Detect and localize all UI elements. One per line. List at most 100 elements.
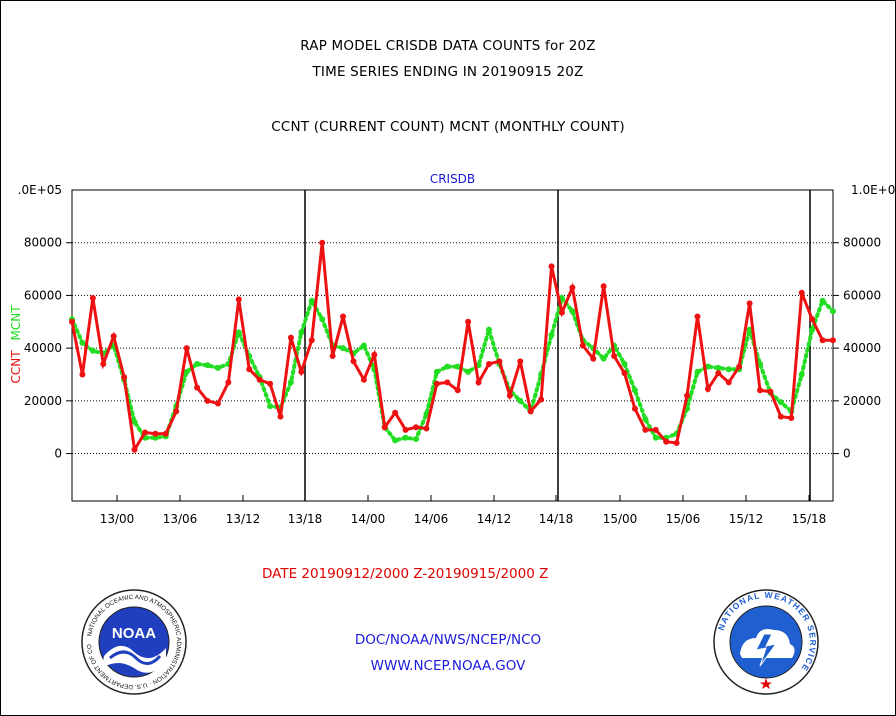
y-tick-label-right: 20000 bbox=[843, 394, 881, 408]
data-point-ccnt bbox=[746, 300, 753, 307]
x-tick-label: 14/12 bbox=[477, 512, 512, 526]
date-range-label: DATE 20190912/2000 Z-20190915/2000 Z bbox=[262, 566, 549, 582]
data-point-mcnt bbox=[433, 368, 440, 375]
data-point-ccnt bbox=[371, 351, 378, 358]
data-point-ccnt bbox=[141, 429, 148, 436]
x-tick-label: 13/12 bbox=[226, 512, 261, 526]
data-point-ccnt bbox=[100, 360, 107, 367]
data-point-mcnt bbox=[621, 360, 628, 367]
data-point-mcnt bbox=[444, 363, 451, 370]
data-point-mcnt bbox=[131, 418, 138, 425]
x-tick-label: 13/06 bbox=[163, 512, 198, 526]
noaa-logo-text: NOAA bbox=[112, 625, 156, 642]
y-tick-label-right: 40000 bbox=[843, 341, 881, 355]
data-point-ccnt bbox=[433, 380, 440, 387]
x-tick-label: 15/06 bbox=[666, 512, 701, 526]
data-point-mcnt bbox=[287, 379, 294, 386]
x-tick-label: 13/18 bbox=[288, 512, 323, 526]
data-point-ccnt bbox=[89, 295, 96, 302]
data-point-ccnt bbox=[423, 425, 430, 432]
data-point-ccnt bbox=[715, 370, 722, 377]
data-point-ccnt bbox=[590, 355, 597, 362]
y-tick-label-left: 40000 bbox=[24, 341, 62, 355]
data-point-ccnt bbox=[110, 333, 117, 340]
data-point-mcnt bbox=[777, 399, 784, 406]
data-point-ccnt bbox=[579, 342, 586, 349]
series-group bbox=[69, 239, 836, 454]
y-tick-label-right: 60000 bbox=[843, 288, 881, 302]
data-point-ccnt bbox=[194, 384, 201, 391]
data-point-mcnt bbox=[235, 329, 242, 336]
data-point-ccnt bbox=[319, 239, 326, 246]
data-point-ccnt bbox=[642, 426, 649, 433]
data-point-ccnt bbox=[506, 392, 513, 399]
y-tick-label-left: 20000 bbox=[24, 394, 62, 408]
data-point-ccnt bbox=[183, 345, 190, 352]
data-point-ccnt bbox=[225, 379, 232, 386]
data-point-mcnt bbox=[402, 434, 409, 441]
data-point-mcnt bbox=[548, 331, 555, 338]
y-top-label-left: .0E+05 bbox=[18, 183, 62, 197]
data-point-mcnt bbox=[819, 297, 826, 304]
data-point-mcnt bbox=[465, 368, 472, 375]
data-point-ccnt bbox=[246, 366, 253, 373]
data-point-ccnt bbox=[694, 313, 701, 320]
data-point-mcnt bbox=[89, 347, 96, 354]
data-point-ccnt bbox=[527, 408, 534, 415]
data-point-ccnt bbox=[308, 337, 315, 344]
data-point-ccnt bbox=[173, 408, 180, 415]
data-point-mcnt bbox=[360, 342, 367, 349]
data-point-ccnt bbox=[162, 430, 169, 437]
data-point-ccnt bbox=[798, 289, 805, 296]
y-axis-label-mcnt: MCNT bbox=[9, 305, 23, 341]
data-point-ccnt bbox=[788, 414, 795, 421]
data-point-ccnt bbox=[558, 309, 565, 316]
data-point-ccnt bbox=[444, 379, 451, 386]
data-point-ccnt bbox=[340, 313, 347, 320]
chart-title-line-2: TIME SERIES ENDING IN 20190915 20Z bbox=[312, 64, 584, 80]
data-point-ccnt bbox=[235, 296, 242, 303]
data-point-mcnt bbox=[517, 397, 524, 404]
y-tick-label-right: 80000 bbox=[843, 236, 881, 250]
y-axis-label-ccnt: CCNT bbox=[9, 350, 23, 384]
data-point-ccnt bbox=[413, 424, 420, 431]
data-point-ccnt bbox=[819, 337, 826, 344]
data-point-ccnt bbox=[704, 385, 711, 392]
org-path-text: DOC/NOAA/NWS/NCEP/NCO bbox=[354, 632, 542, 648]
data-point-ccnt bbox=[485, 360, 492, 367]
data-point-ccnt bbox=[121, 374, 128, 381]
data-point-mcnt bbox=[298, 329, 305, 336]
data-point-mcnt bbox=[631, 387, 638, 394]
chart-title-line-3: CCNT (CURRENT COUNT) MCNT (MONTHLY COUNT… bbox=[271, 119, 625, 135]
data-point-ccnt bbox=[465, 318, 472, 325]
data-point-mcnt bbox=[569, 308, 576, 315]
data-point-mcnt bbox=[798, 371, 805, 378]
data-point-ccnt bbox=[809, 316, 816, 323]
data-point-ccnt bbox=[350, 358, 357, 365]
data-point-ccnt bbox=[360, 376, 367, 383]
y-tick-label-right: 0 bbox=[843, 447, 851, 461]
data-point-ccnt bbox=[256, 376, 263, 383]
data-point-ccnt bbox=[475, 379, 482, 386]
website-text: WWW.NCEP.NOAA.GOV bbox=[370, 658, 526, 674]
data-point-ccnt bbox=[538, 396, 545, 403]
data-point-ccnt bbox=[684, 392, 691, 399]
data-point-ccnt bbox=[79, 371, 86, 378]
data-point-ccnt bbox=[548, 263, 555, 270]
data-point-mcnt bbox=[267, 403, 274, 410]
data-point-ccnt bbox=[152, 430, 159, 437]
data-point-ccnt bbox=[267, 380, 274, 387]
chart-title: CRISDB bbox=[430, 172, 475, 186]
data-point-ccnt bbox=[204, 397, 211, 404]
data-point-ccnt bbox=[725, 379, 732, 386]
data-point-ccnt bbox=[569, 284, 576, 291]
data-point-mcnt bbox=[214, 364, 221, 371]
data-point-ccnt bbox=[69, 318, 75, 325]
data-point-ccnt bbox=[214, 400, 221, 407]
data-point-mcnt bbox=[694, 368, 701, 375]
data-point-ccnt bbox=[757, 387, 764, 394]
data-point-ccnt bbox=[621, 370, 628, 377]
x-tick-label: 13/00 bbox=[100, 512, 135, 526]
y-tick-label-left: 0 bbox=[54, 447, 62, 461]
